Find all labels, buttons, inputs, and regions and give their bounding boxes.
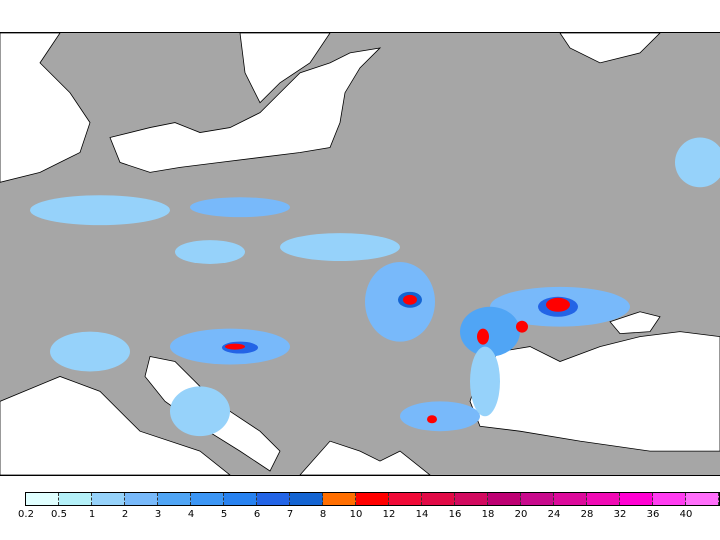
precipitation-map [0, 32, 720, 476]
legend-label: 16 [448, 509, 462, 520]
legend-swatch [224, 493, 257, 505]
legend-swatch [653, 493, 686, 505]
legend-label: 4 [187, 509, 195, 520]
black-sea [469, 331, 720, 452]
legend-label: 6 [253, 509, 261, 520]
legend-label: 18 [481, 509, 495, 520]
sea-of-azov [609, 311, 661, 335]
legend-swatch [587, 493, 620, 505]
legend-swatch [686, 493, 719, 505]
legend-label: 36 [646, 509, 660, 520]
legend-swatch [92, 493, 125, 505]
legend-swatch [158, 493, 191, 505]
legend-label: 0.5 [51, 509, 67, 520]
legend-label: 12 [382, 509, 396, 520]
gulf-of-bothnia [239, 33, 331, 104]
legend-swatch [356, 493, 389, 505]
legend-swatch [620, 493, 653, 505]
legend-label: 14 [415, 509, 429, 520]
aegean-sea [299, 440, 431, 475]
legend-swatch [257, 493, 290, 505]
legend-label: 10 [349, 509, 363, 520]
legend-swatch [389, 493, 422, 505]
north-sea [0, 33, 91, 183]
legend-label: 7 [286, 509, 294, 520]
legend-swatch [125, 493, 158, 505]
legend-label: 2 [121, 509, 129, 520]
legend-label: 3 [154, 509, 162, 520]
legend-label: 28 [580, 509, 594, 520]
legend-swatch [290, 493, 323, 505]
tyrrhenian-sea [0, 376, 231, 475]
precipitation-field [30, 137, 720, 437]
legend-label: 20 [514, 509, 528, 520]
color-scale-legend [25, 492, 720, 506]
legend-label: 24 [547, 509, 561, 520]
legend-swatch [488, 493, 521, 505]
legend-label: 0.2 [18, 509, 34, 520]
baltic-sea [109, 47, 382, 173]
white-sea [559, 33, 661, 64]
legend-label: 40 [679, 509, 693, 520]
legend-swatch [59, 493, 92, 505]
legend-swatch [455, 493, 488, 505]
legend-swatch [26, 493, 59, 505]
legend-swatch [521, 493, 554, 505]
legend-swatch [323, 493, 356, 505]
legend-label: 32 [613, 509, 627, 520]
legend-swatch [422, 493, 455, 505]
legend-label: 8 [319, 509, 327, 520]
legend-swatch [191, 493, 224, 505]
legend-label: 1 [88, 509, 96, 520]
legend-label: 5 [220, 509, 228, 520]
legend-swatch [554, 493, 587, 505]
